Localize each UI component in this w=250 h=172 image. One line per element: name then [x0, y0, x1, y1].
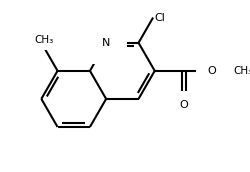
Text: O: O: [207, 66, 216, 76]
Text: Cl: Cl: [155, 13, 166, 23]
Text: CH₃: CH₃: [34, 35, 54, 45]
Text: N: N: [102, 38, 110, 48]
Text: O: O: [180, 100, 188, 110]
Text: CH₃: CH₃: [233, 66, 250, 76]
